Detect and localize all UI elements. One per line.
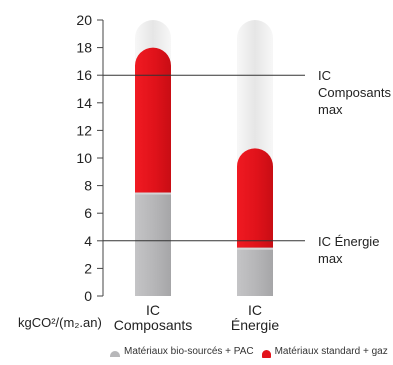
y-tick-label: 8: [84, 178, 92, 194]
threshold-label-line: IC Énergie: [318, 234, 379, 249]
legend-swatch-bio: [110, 350, 120, 357]
threshold-label-line: max: [318, 251, 343, 266]
y-tick-label: 12: [76, 122, 92, 138]
y-tick-label: 4: [84, 233, 92, 249]
y-tick-label: 20: [76, 12, 92, 28]
bar-bio: [237, 247, 273, 296]
legend-item: Matériaux bio-sourcés + PAC: [110, 346, 254, 357]
legend-label-standard: Matériaux standard + gaz: [274, 346, 388, 357]
y-axis-unit-label: kgCO²/(m₂.an): [18, 315, 102, 330]
category-label-line: Composants: [114, 317, 193, 333]
bar-bio: [135, 192, 171, 296]
category-label-line: Énergie: [231, 317, 279, 333]
y-tick-label: 2: [84, 260, 92, 276]
legend: Matériaux bio-sourcés + PAC Matériaux st…: [110, 346, 393, 358]
legend-item: Matériaux standard + gaz: [261, 346, 388, 358]
threshold-label: IC Composants max: [318, 68, 391, 117]
threshold-label: IC Énergie max: [318, 234, 379, 266]
y-tick-label: 0: [84, 288, 92, 304]
y-tick-label: 6: [84, 205, 92, 221]
legend-label-bio: Matériaux bio-sourcés + PAC: [124, 346, 254, 357]
y-tick-label: 14: [76, 95, 92, 111]
y-tick-label: 18: [76, 40, 92, 56]
threshold-label-line: Composants: [318, 85, 391, 100]
category-label: IC Composants: [114, 302, 193, 333]
category-label-line: IC: [248, 302, 262, 318]
y-tick-label: 10: [76, 150, 92, 166]
y-tick-label: 16: [76, 67, 92, 83]
bar-bio-highlight: [135, 192, 171, 195]
category-label: IC Énergie: [231, 302, 279, 333]
category-label-line: IC: [146, 302, 160, 318]
threshold-label-line: IC: [318, 68, 331, 83]
bar-bio-highlight: [237, 247, 273, 250]
threshold-label-line: max: [318, 102, 343, 117]
legend-swatch-standard: [261, 349, 271, 358]
